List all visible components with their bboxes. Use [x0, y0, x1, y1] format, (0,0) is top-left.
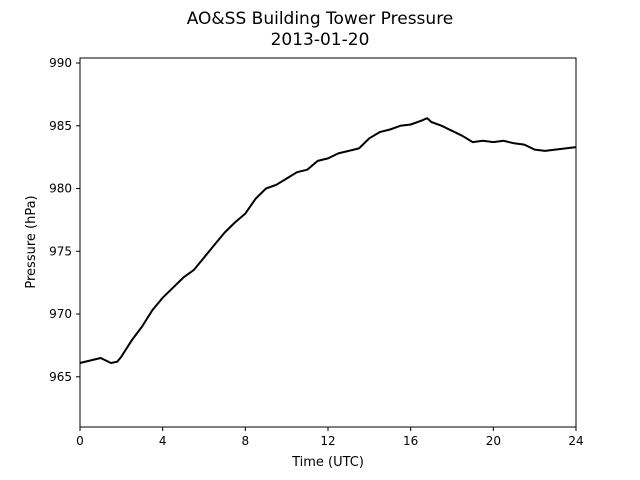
y-tick-label: 980 [49, 182, 72, 196]
x-tick-label: 0 [76, 434, 84, 448]
y-tick-label: 990 [49, 56, 72, 70]
y-tick-label: 965 [49, 370, 72, 384]
axis-ticks: 0 4 8 12 16 20 24 965 970 975 980 985 990 [49, 56, 584, 448]
x-tick-label: 16 [403, 434, 418, 448]
x-tick-label: 20 [486, 434, 501, 448]
x-tick-label: 12 [320, 434, 335, 448]
x-tick-label: 8 [242, 434, 250, 448]
pressure-series-line [79, 117, 577, 364]
y-tick-label: 985 [49, 119, 72, 133]
y-tick-label: 970 [49, 307, 72, 321]
chart-subtitle: 2013-01-20 [271, 30, 370, 50]
x-tick-label: 24 [568, 434, 583, 448]
plot-frame [79, 57, 577, 428]
y-axis-label: Pressure (hPa) [24, 195, 39, 288]
x-tick-label: 4 [159, 434, 167, 448]
chart-title: AO&SS Building Tower Pressure [187, 9, 454, 29]
x-axis-label: Time (UTC) [291, 455, 364, 470]
y-tick-label: 975 [49, 244, 72, 258]
